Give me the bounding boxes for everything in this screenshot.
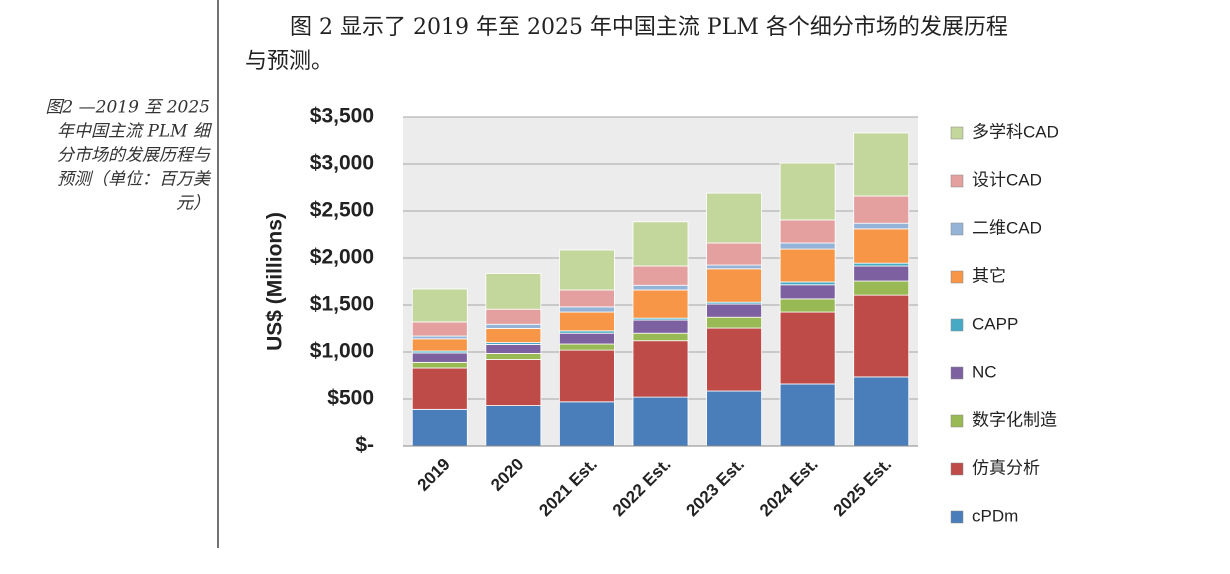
legend-label: 设计CAD (972, 170, 1042, 189)
bar-segment (853, 228, 910, 264)
bar-segment (559, 306, 615, 313)
legend-swatch (950, 414, 964, 428)
bar-segment (559, 343, 615, 351)
caption-line: 元） (176, 194, 210, 214)
bar-segment (779, 281, 836, 286)
legend-label: 其它 (972, 266, 1006, 285)
legend-swatch (950, 318, 964, 332)
bar-segment (706, 264, 762, 270)
bar-segment (632, 265, 689, 286)
bar-segment (706, 303, 762, 318)
legend-label: cPDm (972, 506, 1018, 525)
bar-segment (632, 319, 689, 334)
bar-segment (411, 361, 468, 369)
y-axis-title: US$ (Millions) (264, 212, 287, 351)
bar-segment (706, 242, 762, 266)
y-tick-label: $500 (327, 387, 374, 410)
bar-segment (779, 298, 836, 313)
bar-segment (411, 335, 468, 340)
bar-segment (853, 222, 910, 230)
legend-label: CAPP (972, 314, 1018, 333)
bar-segment (706, 192, 762, 244)
bar-segment (779, 162, 836, 221)
bar-segment (632, 396, 689, 447)
bar-segment (779, 248, 836, 283)
bar-segment (411, 367, 468, 410)
bar-segment (779, 219, 836, 244)
bar-segment (632, 289, 689, 319)
bar-segment (632, 340, 689, 398)
bar-segment (411, 321, 468, 337)
y-tick-label: $2,500 (310, 199, 374, 222)
paragraph-line: 图 2 显示了 2019 年至 2025 年中国主流 PLM 各个细分市场的发展… (290, 15, 1008, 40)
legend-swatch (950, 222, 964, 236)
legend-swatch (950, 462, 964, 476)
paragraph-line: 与预测。 (245, 49, 333, 74)
bar-segment (853, 195, 910, 224)
caption-line: 图2 —2019 至 2025 (45, 98, 210, 118)
bar-segment (632, 221, 689, 267)
y-tick-label: $3,000 (310, 152, 374, 175)
legend-swatch (950, 126, 964, 140)
bar-segment (853, 280, 910, 296)
y-tick-label: $- (355, 434, 374, 457)
bar-segment (485, 273, 542, 310)
caption-line: 分市场的发展历程与 (57, 146, 211, 166)
y-tick-label: $2,000 (310, 246, 374, 269)
y-tick-label: $3,500 (310, 105, 374, 128)
bar-segment (411, 338, 468, 352)
bar-segment (706, 327, 762, 392)
legend-label: 仿真分析 (972, 458, 1040, 477)
bar-segment (485, 359, 542, 406)
legend-label: NC (972, 362, 997, 381)
bar-segment (485, 353, 542, 360)
bar-segment (559, 401, 615, 447)
legend-label: 数字化制造 (972, 410, 1057, 429)
bar-segment (411, 288, 468, 323)
legend-label: 二维CAD (972, 218, 1042, 237)
bar-segment (411, 352, 468, 363)
bar-segment (853, 294, 910, 378)
legend-swatch (950, 174, 964, 188)
legend-swatch (950, 510, 964, 524)
bar-segment (853, 262, 910, 267)
bar-segment (485, 405, 542, 447)
bar-segment (779, 284, 836, 300)
bar-segment (779, 311, 836, 385)
y-tick-label: $1,000 (310, 340, 374, 363)
bar-segment (779, 242, 836, 250)
bar-segment (853, 265, 910, 282)
caption-line: 年中国主流 PLM 细 (57, 122, 213, 142)
bar-segment (632, 332, 689, 342)
legend-label: 多学科CAD (972, 122, 1059, 141)
bar-segment (559, 349, 615, 403)
bar-segment (706, 268, 762, 303)
bar-segment (853, 376, 910, 447)
bar-segment (411, 408, 468, 447)
bar-segment (485, 328, 542, 344)
bar-segment (853, 132, 910, 197)
bar-segment (559, 249, 615, 291)
y-tick-label: $1,500 (310, 293, 374, 316)
bar-segment (706, 390, 762, 447)
legend-swatch (950, 366, 964, 380)
bar-segment (485, 323, 542, 329)
bar-segment (632, 284, 689, 291)
bar-segment (559, 289, 615, 308)
bar-segment (706, 316, 762, 329)
bar-segment (485, 308, 542, 325)
caption-line: 预测（单位：百万美 (57, 170, 212, 190)
bar-segment (485, 344, 542, 354)
legend-swatch (950, 270, 964, 284)
bar-segment (779, 383, 836, 447)
bar-segment (559, 311, 615, 332)
bar-segment (559, 332, 615, 345)
